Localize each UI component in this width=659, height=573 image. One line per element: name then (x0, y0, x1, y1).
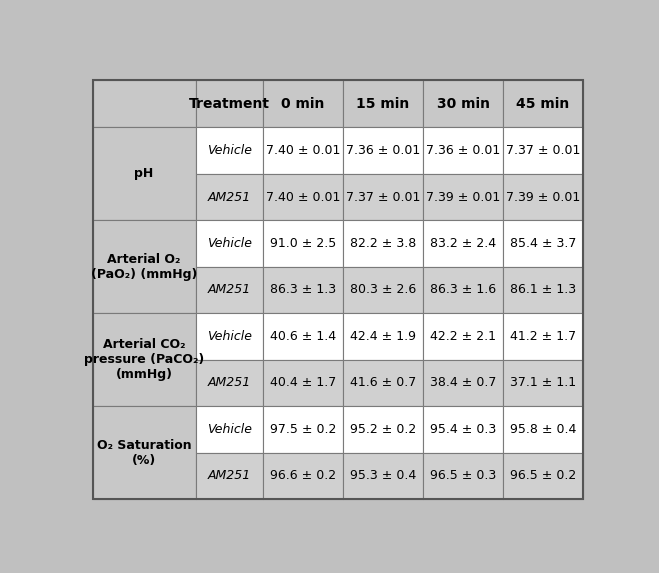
Text: 37.1 ± 1.1: 37.1 ± 1.1 (510, 376, 576, 389)
Bar (423, 80, 503, 127)
Bar (263, 453, 343, 499)
Bar (423, 360, 503, 406)
Text: 42.4 ± 1.9: 42.4 ± 1.9 (350, 330, 416, 343)
Text: 95.2 ± 0.2: 95.2 ± 0.2 (350, 423, 416, 436)
Bar (196, 313, 263, 360)
Bar (423, 453, 503, 499)
Bar (423, 267, 503, 313)
Text: 95.8 ± 0.4: 95.8 ± 0.4 (510, 423, 576, 436)
Text: Vehicle: Vehicle (207, 330, 252, 343)
Bar (263, 220, 343, 267)
Text: 95.4 ± 0.3: 95.4 ± 0.3 (430, 423, 496, 436)
Bar (196, 453, 263, 499)
Bar (263, 80, 343, 127)
Text: 85.4 ± 3.7: 85.4 ± 3.7 (510, 237, 576, 250)
Text: O₂ Saturation
(%): O₂ Saturation (%) (97, 438, 191, 466)
Text: 86.3 ± 1.3: 86.3 ± 1.3 (270, 284, 336, 296)
Bar (263, 313, 343, 360)
Bar (92, 406, 196, 499)
Text: pH: pH (134, 167, 154, 180)
Text: 7.39 ± 0.01: 7.39 ± 0.01 (426, 191, 500, 203)
Text: 83.2 ± 2.4: 83.2 ± 2.4 (430, 237, 496, 250)
Text: Arterial O₂
(PaO₂) (mmHg): Arterial O₂ (PaO₂) (mmHg) (91, 253, 197, 281)
Text: 86.1 ± 1.3: 86.1 ± 1.3 (510, 284, 576, 296)
Bar (263, 267, 343, 313)
Text: 15 min: 15 min (357, 97, 410, 111)
Bar (503, 267, 583, 313)
Text: Treatment: Treatment (189, 97, 270, 111)
Bar (343, 80, 423, 127)
Text: 40.4 ± 1.7: 40.4 ± 1.7 (270, 376, 336, 389)
Text: 30 min: 30 min (436, 97, 490, 111)
Bar (196, 360, 263, 406)
Bar (423, 174, 503, 220)
Bar (263, 127, 343, 174)
Text: 7.40 ± 0.01: 7.40 ± 0.01 (266, 144, 340, 157)
Bar (503, 406, 583, 453)
Bar (503, 453, 583, 499)
Bar (423, 406, 503, 453)
Bar (343, 127, 423, 174)
Text: 96.6 ± 0.2: 96.6 ± 0.2 (270, 469, 336, 482)
Bar (343, 174, 423, 220)
Bar (263, 174, 343, 220)
Bar (92, 220, 196, 313)
Text: 45 min: 45 min (516, 97, 569, 111)
Bar (196, 406, 263, 453)
Text: 82.2 ± 3.8: 82.2 ± 3.8 (350, 237, 416, 250)
Text: 7.39 ± 0.01: 7.39 ± 0.01 (506, 191, 580, 203)
Text: Vehicle: Vehicle (207, 423, 252, 436)
Bar (196, 174, 263, 220)
Text: AM251: AM251 (208, 284, 251, 296)
Bar (503, 80, 583, 127)
Bar (196, 127, 263, 174)
Text: 41.6 ± 0.7: 41.6 ± 0.7 (350, 376, 416, 389)
Text: AM251: AM251 (208, 469, 251, 482)
Text: 91.0 ± 2.5: 91.0 ± 2.5 (270, 237, 336, 250)
Bar (503, 313, 583, 360)
Bar (263, 406, 343, 453)
Bar (343, 406, 423, 453)
Text: 38.4 ± 0.7: 38.4 ± 0.7 (430, 376, 496, 389)
Text: 7.37 ± 0.01: 7.37 ± 0.01 (346, 191, 420, 203)
Text: 96.5 ± 0.3: 96.5 ± 0.3 (430, 469, 496, 482)
Text: 96.5 ± 0.2: 96.5 ± 0.2 (510, 469, 576, 482)
Bar (423, 220, 503, 267)
Text: AM251: AM251 (208, 376, 251, 389)
Bar (343, 360, 423, 406)
Bar (503, 127, 583, 174)
Text: 7.36 ± 0.01: 7.36 ± 0.01 (426, 144, 500, 157)
Text: 7.36 ± 0.01: 7.36 ± 0.01 (346, 144, 420, 157)
Bar (343, 267, 423, 313)
Bar (343, 453, 423, 499)
Text: 86.3 ± 1.6: 86.3 ± 1.6 (430, 284, 496, 296)
Bar (343, 313, 423, 360)
Bar (196, 80, 263, 127)
Bar (92, 127, 196, 220)
Bar (343, 220, 423, 267)
Text: Arterial CO₂
pressure (PaCO₂)
(mmHg): Arterial CO₂ pressure (PaCO₂) (mmHg) (84, 338, 204, 381)
Bar (263, 360, 343, 406)
Text: Vehicle: Vehicle (207, 237, 252, 250)
Text: Vehicle: Vehicle (207, 144, 252, 157)
Bar (423, 127, 503, 174)
Bar (423, 313, 503, 360)
Text: 42.2 ± 2.1: 42.2 ± 2.1 (430, 330, 496, 343)
Text: AM251: AM251 (208, 191, 251, 203)
Bar (196, 220, 263, 267)
Text: 41.2 ± 1.7: 41.2 ± 1.7 (510, 330, 576, 343)
Text: 7.40 ± 0.01: 7.40 ± 0.01 (266, 191, 340, 203)
Bar (503, 360, 583, 406)
Text: 80.3 ± 2.6: 80.3 ± 2.6 (350, 284, 416, 296)
Bar (196, 267, 263, 313)
Bar (92, 80, 196, 127)
Bar (503, 220, 583, 267)
Text: 7.37 ± 0.01: 7.37 ± 0.01 (505, 144, 580, 157)
Bar (503, 174, 583, 220)
Text: 0 min: 0 min (281, 97, 325, 111)
Text: 40.6 ± 1.4: 40.6 ± 1.4 (270, 330, 336, 343)
Text: 97.5 ± 0.2: 97.5 ± 0.2 (270, 423, 336, 436)
Bar (92, 313, 196, 406)
Text: 95.3 ± 0.4: 95.3 ± 0.4 (350, 469, 416, 482)
